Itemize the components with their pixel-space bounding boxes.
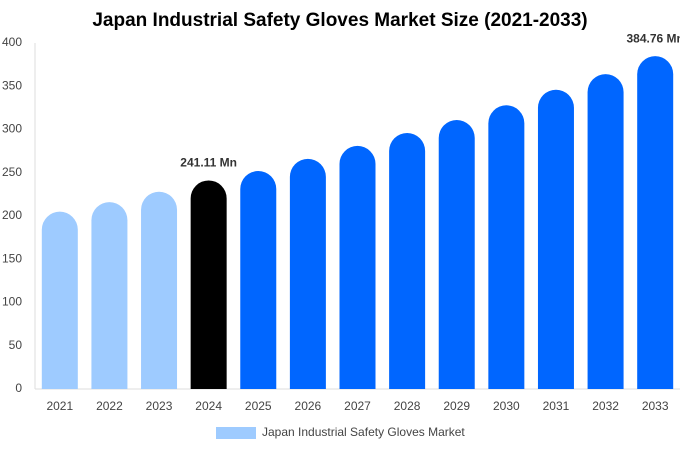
y-tick-label: 150 — [2, 251, 22, 265]
legend-label: Japan Industrial Safety Gloves Market — [262, 425, 465, 439]
bar — [438, 119, 475, 390]
y-tick-label: 400 — [2, 35, 22, 49]
x-tick-label: 2025 — [245, 399, 272, 413]
y-tick-label: 100 — [2, 295, 22, 309]
x-tick-label: 2024 — [195, 399, 222, 413]
x-tick-label: 2033 — [642, 399, 669, 413]
bar — [289, 158, 326, 389]
x-tick-label: 2027 — [344, 399, 371, 413]
bar — [141, 191, 178, 389]
bar — [91, 202, 128, 389]
x-tick-label: 2023 — [146, 399, 173, 413]
y-tick-label: 50 — [9, 338, 23, 352]
x-tick-label: 2021 — [46, 399, 73, 413]
bar — [637, 56, 674, 389]
y-tick-label: 300 — [2, 122, 22, 136]
bar — [190, 180, 227, 389]
x-tick-label: 2031 — [543, 399, 570, 413]
legend-swatch — [216, 427, 256, 439]
bar — [339, 145, 376, 389]
y-tick-label: 0 — [15, 381, 22, 395]
chart-title: Japan Industrial Safety Gloves Market Si… — [92, 10, 587, 31]
y-tick-label: 250 — [2, 165, 22, 179]
y-tick-label: 200 — [2, 208, 22, 222]
x-tick-label: 2022 — [96, 399, 123, 413]
bar — [389, 132, 426, 389]
bar — [537, 89, 574, 389]
y-tick-label: 350 — [2, 78, 22, 92]
x-tick-label: 2028 — [394, 399, 421, 413]
value-label: 241.11 Mn — [180, 156, 237, 170]
bar — [240, 171, 277, 389]
value-label: 384.76 Mn — [627, 31, 680, 45]
x-tick-label: 2032 — [592, 399, 619, 413]
bar — [488, 105, 525, 389]
x-tick-label: 2030 — [493, 399, 520, 413]
bar — [587, 74, 624, 389]
x-tick-label: 2029 — [443, 399, 470, 413]
x-tick-label: 2026 — [295, 399, 322, 413]
bar — [41, 211, 78, 389]
